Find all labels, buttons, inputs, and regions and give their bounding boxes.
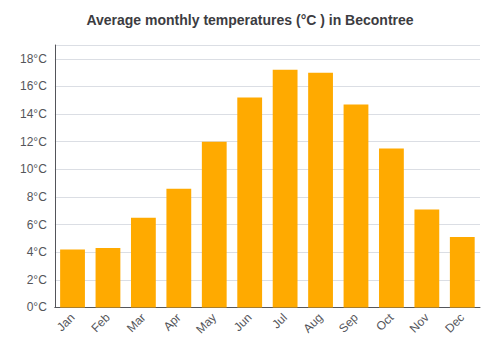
- svg-text:Feb: Feb: [88, 310, 113, 335]
- svg-text:8°C: 8°C: [27, 190, 47, 204]
- svg-text:Jul: Jul: [269, 311, 290, 332]
- svg-text:6°C: 6°C: [27, 218, 47, 232]
- svg-text:May: May: [193, 311, 219, 337]
- svg-text:Mar: Mar: [124, 311, 149, 335]
- svg-text:Nov: Nov: [407, 311, 432, 336]
- svg-text:Dec: Dec: [442, 311, 467, 336]
- svg-text:Average monthly temperatures (: Average monthly temperatures (°C ) in Be…: [86, 12, 413, 28]
- svg-text:10°C: 10°C: [20, 162, 47, 176]
- svg-text:Aug: Aug: [301, 311, 326, 336]
- svg-text:14°C: 14°C: [20, 107, 47, 121]
- svg-text:2°C: 2°C: [27, 273, 47, 287]
- svg-text:Jun: Jun: [231, 311, 255, 335]
- svg-text:Jan: Jan: [54, 311, 78, 335]
- svg-text:4°C: 4°C: [27, 245, 47, 259]
- svg-text:Apr: Apr: [161, 311, 184, 334]
- svg-text:12°C: 12°C: [20, 135, 47, 149]
- svg-text:Sep: Sep: [336, 310, 361, 335]
- svg-text:18°C: 18°C: [20, 52, 47, 66]
- svg-text:16°C: 16°C: [20, 79, 47, 93]
- svg-text:Oct: Oct: [373, 310, 397, 334]
- svg-text:0°C: 0°C: [27, 300, 47, 314]
